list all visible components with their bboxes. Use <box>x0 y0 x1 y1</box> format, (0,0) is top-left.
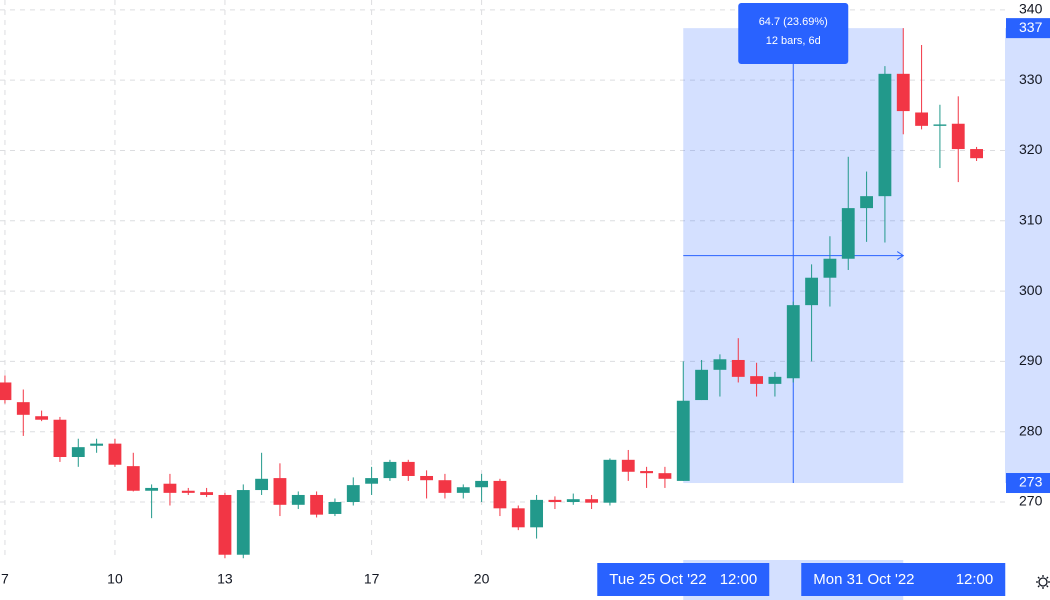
candle-body <box>878 73 892 197</box>
candle-body <box>145 487 159 491</box>
candle-body <box>585 499 599 503</box>
candle-body <box>273 478 287 505</box>
price-label: 273 <box>1019 474 1043 490</box>
time-label-time: 12:00 <box>956 571 994 588</box>
candle-body <box>236 490 250 555</box>
y-tick-label: 320 <box>1019 141 1043 157</box>
price-label: 337 <box>1019 19 1043 35</box>
candles <box>0 28 984 559</box>
candle-body <box>310 494 324 515</box>
x-tick-label: 10 <box>107 571 123 587</box>
candle-body <box>16 402 30 415</box>
candle-body <box>420 475 434 481</box>
candle-body <box>713 359 727 370</box>
price-label-box <box>1006 18 1050 39</box>
candle-body <box>768 376 782 384</box>
candle-body <box>621 459 635 472</box>
candle-body <box>511 508 525 528</box>
settings-icon[interactable] <box>1036 575 1050 589</box>
measure-label-box <box>738 3 849 64</box>
time-label-box <box>597 563 770 596</box>
candle-body <box>218 494 232 555</box>
candle-body <box>71 447 85 457</box>
candle-body <box>603 459 617 503</box>
candle-body <box>163 483 177 493</box>
candle-body <box>841 208 855 259</box>
candle-body <box>676 400 690 481</box>
candle-body <box>933 124 947 126</box>
candle-body <box>658 473 672 479</box>
candle-body <box>53 419 67 457</box>
candle-body <box>896 73 910 112</box>
candle-body <box>493 480 507 509</box>
candle-body <box>255 478 269 491</box>
y-tick-label: 330 <box>1019 71 1043 87</box>
candle-body <box>126 466 140 491</box>
y-tick-label: 270 <box>1019 493 1043 509</box>
price-label-box <box>1006 473 1050 494</box>
time-label-date: Mon 31 Oct '22 <box>813 571 914 588</box>
time-label-box <box>801 563 1006 596</box>
candle-body <box>951 123 965 150</box>
candle-body <box>181 490 195 493</box>
y-tick-label: 300 <box>1019 282 1043 298</box>
candle-body <box>566 499 580 502</box>
x-tick-label: 13 <box>217 571 233 587</box>
candle-body <box>640 471 654 474</box>
measure-change: 64.7 (23.69%) <box>759 16 828 28</box>
candle-body <box>200 492 214 495</box>
time-label-time: 12:00 <box>720 571 758 588</box>
y-tick-label: 280 <box>1019 422 1043 438</box>
y-tick-label: 340 <box>1019 1 1043 17</box>
measure-span: 12 bars, 6d <box>766 35 821 47</box>
candle-body <box>805 277 819 306</box>
y-tick-label: 310 <box>1019 211 1043 227</box>
candle-body <box>548 499 562 502</box>
candle-body <box>291 494 305 505</box>
candle-body <box>90 443 104 446</box>
candle-body <box>108 443 122 465</box>
x-tick-label: 7 <box>1 571 9 587</box>
candle-body <box>328 501 342 514</box>
candle-body <box>731 359 745 377</box>
candle-body <box>456 487 470 493</box>
candle-body <box>365 478 379 484</box>
candle-body <box>438 480 452 493</box>
x-tick-label: 17 <box>364 571 380 587</box>
candle-body <box>750 376 764 384</box>
measure-arrow <box>896 251 905 260</box>
candle-body <box>475 480 489 488</box>
candle-body <box>970 149 984 159</box>
candle-body <box>695 369 709 401</box>
candle-body <box>0 382 12 401</box>
y-tick-label: 290 <box>1019 352 1043 368</box>
candle-body <box>860 196 874 209</box>
candle-body <box>346 485 360 502</box>
candle-body <box>401 461 415 476</box>
candle-body <box>823 258 837 278</box>
time-label-date: Tue 25 Oct '22 <box>609 571 706 588</box>
price-highlight <box>1005 28 1050 484</box>
x-tick-label: 20 <box>474 571 490 587</box>
candle-body <box>530 499 544 528</box>
candle-body <box>786 305 800 379</box>
candle-body <box>915 112 929 126</box>
candle-body <box>35 416 49 420</box>
candle-body <box>383 461 397 479</box>
